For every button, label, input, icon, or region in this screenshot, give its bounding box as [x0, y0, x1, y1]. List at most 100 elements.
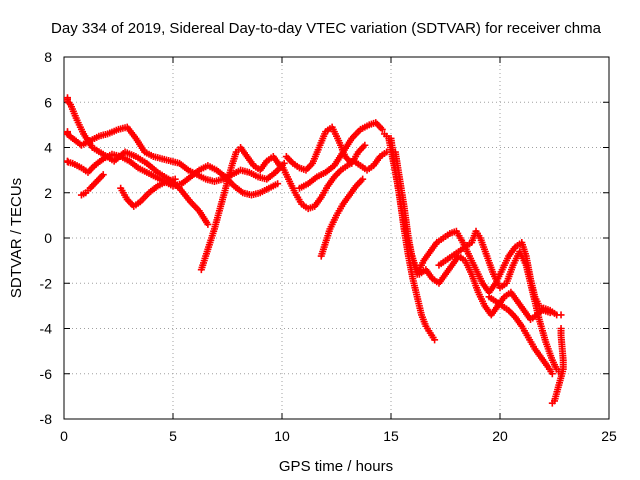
- data-point-marker: [377, 124, 385, 132]
- series-track-g: [278, 148, 391, 213]
- data-point-marker: [271, 181, 279, 189]
- series-track-i: [295, 119, 386, 192]
- data-point-marker: [354, 160, 362, 168]
- data-point-marker: [115, 152, 122, 160]
- data-point-marker: [65, 99, 73, 107]
- y-tick-label: 0: [44, 230, 52, 246]
- x-axis-label: GPS time / hours: [279, 458, 393, 475]
- data-point-marker: [152, 167, 160, 175]
- data-point-marker: [427, 273, 435, 281]
- data-point-marker: [290, 186, 298, 194]
- data-point-marker: [351, 184, 359, 192]
- x-tick-label: 10: [274, 428, 290, 444]
- data-point-marker: [510, 311, 518, 319]
- data-point-marker: [363, 122, 371, 130]
- data-point-marker: [504, 254, 512, 262]
- data-point-marker: [535, 313, 543, 321]
- data-point-marker: [413, 291, 421, 299]
- data-point-marker: [510, 245, 518, 253]
- data-point-marker: [321, 130, 329, 138]
- data-point-marker: [193, 167, 201, 175]
- data-point-marker: [248, 160, 256, 168]
- y-tick-label: 4: [44, 140, 52, 156]
- data-point-marker: [458, 236, 466, 244]
- y-tick-label: 6: [44, 94, 52, 110]
- data-point-marker: [173, 159, 181, 167]
- series-track-e: [77, 171, 107, 199]
- data-point-marker: [496, 300, 504, 308]
- data-point-marker: [383, 132, 391, 140]
- data-point-marker: [141, 158, 149, 166]
- data-point-marker: [130, 133, 138, 141]
- data-point-marker: [121, 124, 129, 132]
- data-point-marker: [357, 177, 365, 185]
- x-tick-label: 15: [383, 428, 399, 444]
- data-point-marker: [316, 195, 324, 203]
- data-point-marker: [344, 193, 352, 201]
- data-point-marker: [530, 343, 538, 351]
- data-point-marker: [75, 163, 83, 171]
- data-point-marker: [480, 300, 488, 308]
- data-point-marker: [147, 151, 155, 159]
- grid-lines: [64, 57, 609, 419]
- data-point-marker: [367, 163, 375, 171]
- data-point-marker: [214, 211, 222, 219]
- data-point-marker: [421, 320, 429, 328]
- data-point-marker: [459, 255, 467, 263]
- data-point-marker: [500, 281, 508, 289]
- data-point-marker: [521, 259, 529, 267]
- data-point-marker: [355, 127, 363, 135]
- data-point-marker: [193, 205, 201, 213]
- data-point-marker: [254, 189, 262, 197]
- data-point-marker: [80, 190, 88, 198]
- data-point-marker: [149, 172, 157, 180]
- series-track-h: [282, 123, 369, 174]
- data-point-marker: [84, 186, 92, 194]
- data-point-marker: [425, 249, 433, 257]
- data-point-marker: [408, 254, 416, 262]
- y-tick-label: 8: [44, 49, 52, 65]
- data-point-marker: [123, 156, 131, 164]
- x-tick-labels: 0 5 10 15 20 25: [60, 428, 617, 444]
- data-point-marker: [444, 231, 452, 239]
- data-point-marker: [467, 268, 475, 276]
- data-point-marker: [370, 119, 378, 127]
- data-point-marker: [169, 176, 177, 184]
- y-axis-label: SDTVAR / TECUs: [8, 178, 25, 298]
- data-point-marker: [512, 296, 520, 304]
- x-tick-label: 0: [60, 428, 68, 444]
- data-point-marker: [231, 150, 239, 158]
- data-point-marker: [557, 311, 565, 319]
- data-point-marker: [548, 354, 556, 362]
- data-point-marker: [465, 240, 473, 248]
- series-track-n: [435, 227, 565, 378]
- data-point-marker: [302, 181, 310, 189]
- data-point-marker: [544, 308, 552, 316]
- data-point-marker: [447, 263, 455, 271]
- data-point-marker: [270, 170, 278, 178]
- data-point-marker: [67, 159, 75, 167]
- x-tick-label: 20: [492, 428, 508, 444]
- data-point-marker: [296, 198, 304, 206]
- data-point-marker: [439, 258, 447, 266]
- data-point-marker: [87, 142, 95, 150]
- data-point-marker: [287, 158, 295, 166]
- data-point-marker: [341, 163, 349, 171]
- data-point-marker: [331, 214, 339, 222]
- x-tick-label: 5: [169, 428, 177, 444]
- data-point-marker: [122, 193, 130, 201]
- data-point-marker: [548, 399, 556, 407]
- data-point-marker: [223, 180, 231, 188]
- y-tick-label: 2: [44, 185, 52, 201]
- data-point-marker: [205, 241, 213, 249]
- data-point-marker: [335, 168, 343, 176]
- data-point-marker: [152, 183, 160, 191]
- data-point-marker: [325, 227, 333, 235]
- data-point-marker: [98, 172, 106, 180]
- data-point-marker: [130, 152, 138, 160]
- data-point-marker: [431, 240, 439, 248]
- data-point-marker: [242, 151, 250, 159]
- data-point-marker: [201, 254, 209, 262]
- data-point-marker: [219, 196, 227, 204]
